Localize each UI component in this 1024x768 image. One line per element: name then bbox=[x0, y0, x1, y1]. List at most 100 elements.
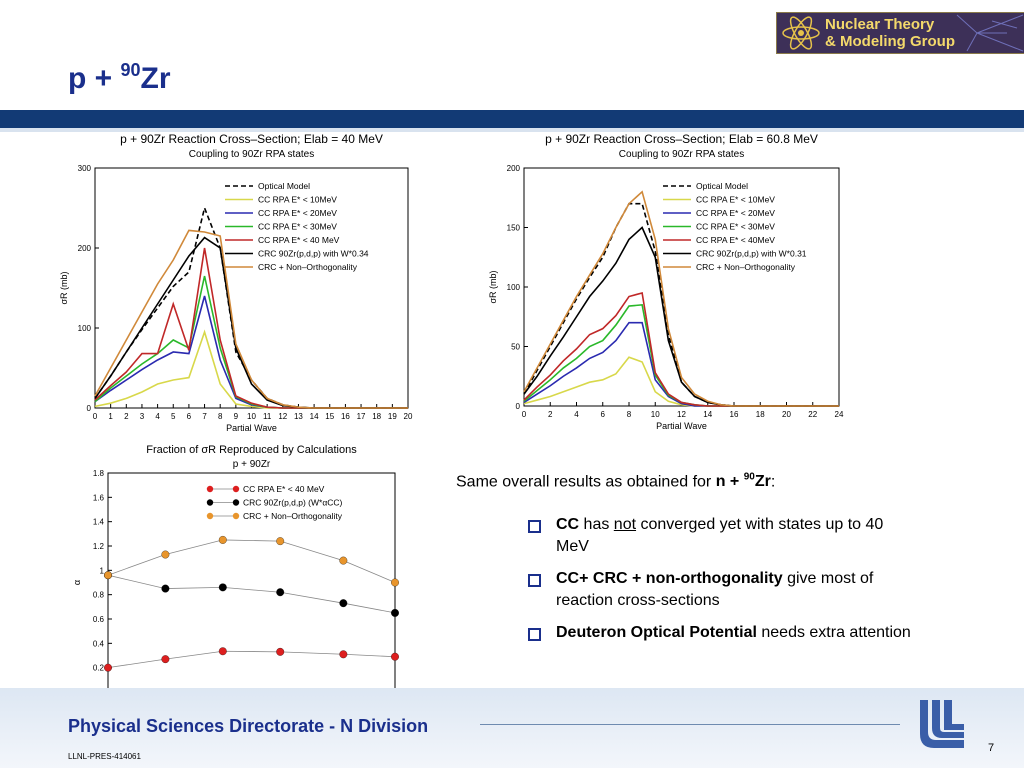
x-tick-label: 11 bbox=[263, 412, 272, 421]
x-tick-label: 10 bbox=[247, 412, 256, 421]
series-line bbox=[523, 303, 839, 407]
series-line bbox=[523, 202, 839, 407]
legend-label: CC RPA E* < 40 MeV bbox=[243, 484, 325, 494]
y-tick-label: 1.2 bbox=[93, 542, 105, 551]
legend-label: CC RPA E* < 20MeV bbox=[258, 208, 337, 218]
x-tick-label: 17 bbox=[357, 412, 366, 421]
logo-line-1: Nuclear Theory bbox=[825, 16, 935, 33]
series-line bbox=[523, 190, 839, 407]
x-tick-label: 12 bbox=[677, 410, 686, 419]
y-tick-label: 0.4 bbox=[93, 639, 105, 648]
x-tick-label: 12 bbox=[278, 412, 287, 421]
legend-label: Optical Model bbox=[696, 181, 748, 191]
chart-subtitle: p + 90Zr bbox=[233, 459, 271, 470]
x-axis-label: Partial Wave bbox=[226, 423, 277, 433]
chart-title: p + 90Zr Reaction Cross–Section; Elab = … bbox=[545, 132, 818, 146]
x-tick-label: 9 bbox=[234, 412, 239, 421]
x-tick-label: 8 bbox=[218, 412, 223, 421]
x-tick-label: 2 bbox=[548, 410, 553, 419]
y-tick-label: 0 bbox=[516, 402, 521, 411]
data-point bbox=[104, 571, 112, 580]
data-point bbox=[161, 584, 170, 593]
chart-title: p + 90Zr Reaction Cross–Section; Elab = … bbox=[120, 132, 383, 146]
legend-marker bbox=[232, 499, 240, 506]
y-tick-label: 0 bbox=[87, 404, 92, 413]
y-tick-label: 150 bbox=[507, 224, 521, 233]
legend-label: CC RPA E* < 30MeV bbox=[696, 222, 775, 232]
series-line bbox=[94, 275, 408, 409]
data-point bbox=[218, 583, 227, 592]
logo-line-2: & Modeling Group bbox=[825, 33, 955, 50]
data-point bbox=[391, 652, 399, 661]
legend-marker bbox=[206, 512, 214, 520]
legend-label: CC RPA E* < 40MeV bbox=[696, 235, 775, 245]
x-tick-label: 15 bbox=[325, 412, 334, 421]
legend-marker bbox=[232, 485, 240, 493]
x-tick-label: 20 bbox=[782, 410, 791, 419]
y-tick-label: 0.6 bbox=[93, 615, 105, 624]
y-tick-label: 0.8 bbox=[93, 591, 105, 600]
x-tick-label: 6 bbox=[601, 410, 606, 419]
chart-60mev: p + 90Zr Reaction Cross–Section; Elab = … bbox=[488, 132, 844, 431]
legend-label: CRC + Non–Orthogonality bbox=[258, 262, 358, 272]
legend-label: CRC 90Zr(p,d,p) with W*0.34 bbox=[258, 249, 369, 259]
x-tick-label: 18 bbox=[372, 412, 381, 421]
legend-label: CRC 90Zr(p,d,p) (W*αCC) bbox=[243, 498, 343, 508]
legend-label: CC RPA E* < 30MeV bbox=[258, 222, 337, 232]
y-axis-label: σR (mb) bbox=[488, 270, 498, 303]
x-tick-label: 5 bbox=[171, 412, 176, 421]
series-line bbox=[107, 574, 396, 614]
x-axis-label: Partial Wave bbox=[656, 421, 707, 431]
bullet-item-cc: CC has not converged yet with states up … bbox=[528, 514, 920, 558]
x-tick-label: 14 bbox=[310, 412, 319, 421]
series-line bbox=[107, 650, 396, 669]
x-tick-label: 0 bbox=[93, 412, 98, 421]
legend-marker bbox=[206, 485, 214, 493]
x-tick-label: 24 bbox=[835, 410, 844, 419]
x-tick-label: 4 bbox=[155, 412, 160, 421]
data-point bbox=[391, 608, 399, 617]
x-tick-label: 1 bbox=[108, 412, 113, 421]
data-point bbox=[161, 550, 170, 559]
series-line bbox=[107, 539, 396, 583]
chart-subtitle: Coupling to 90Zr RPA states bbox=[189, 149, 314, 160]
y-tick-label: 50 bbox=[511, 343, 520, 352]
data-point bbox=[161, 655, 170, 664]
plot-frame bbox=[94, 167, 409, 409]
series-line bbox=[94, 229, 408, 409]
legend-label: Optical Model bbox=[258, 181, 310, 191]
y-tick-label: 1.6 bbox=[93, 493, 105, 502]
presentation-id: LLNL-PRES-414061 bbox=[68, 752, 141, 761]
legend-marker bbox=[206, 499, 214, 506]
x-tick-label: 19 bbox=[388, 412, 397, 421]
chart-subtitle: Coupling to 90Zr RPA states bbox=[619, 149, 744, 160]
y-axis-label: σR (mb) bbox=[59, 271, 69, 304]
y-tick-label: 1 bbox=[100, 566, 105, 575]
data-point bbox=[276, 647, 285, 656]
chart-title: Fraction of σR Reproduced by Calculation… bbox=[146, 444, 357, 456]
x-tick-label: 22 bbox=[808, 410, 817, 419]
legend-label: CC RPA E* < 10MeV bbox=[258, 195, 337, 205]
legend-label: CC RPA E* < 20MeV bbox=[696, 208, 775, 218]
atom-icon bbox=[782, 14, 1024, 52]
data-point bbox=[218, 647, 227, 656]
x-tick-label: 2 bbox=[124, 412, 129, 421]
data-point bbox=[218, 535, 227, 544]
legend-marker bbox=[232, 512, 240, 520]
y-tick-label: 100 bbox=[78, 324, 92, 333]
y-tick-label: 200 bbox=[78, 244, 92, 253]
data-point bbox=[104, 663, 112, 672]
plot-frame bbox=[523, 167, 840, 407]
legend-label: CRC + Non–Orthogonality bbox=[243, 511, 343, 521]
bullet-item-crc: CC+ CRC + non-orthogonality give most of… bbox=[528, 568, 920, 612]
header-band-light bbox=[0, 128, 1024, 132]
data-point bbox=[276, 537, 285, 546]
data-point bbox=[339, 599, 348, 608]
chart-40mev: p + 90Zr Reaction Cross–Section; Elab = … bbox=[59, 132, 413, 433]
data-point bbox=[339, 556, 348, 565]
x-tick-label: 6 bbox=[187, 412, 192, 421]
nuclear-theory-logo: Nuclear Theory & Modeling Group bbox=[776, 12, 1024, 54]
y-axis-label: α bbox=[72, 580, 82, 585]
division-name: Physical Sciences Directorate - N Divisi… bbox=[68, 716, 429, 736]
page-title: p + 90Zr bbox=[68, 60, 171, 95]
